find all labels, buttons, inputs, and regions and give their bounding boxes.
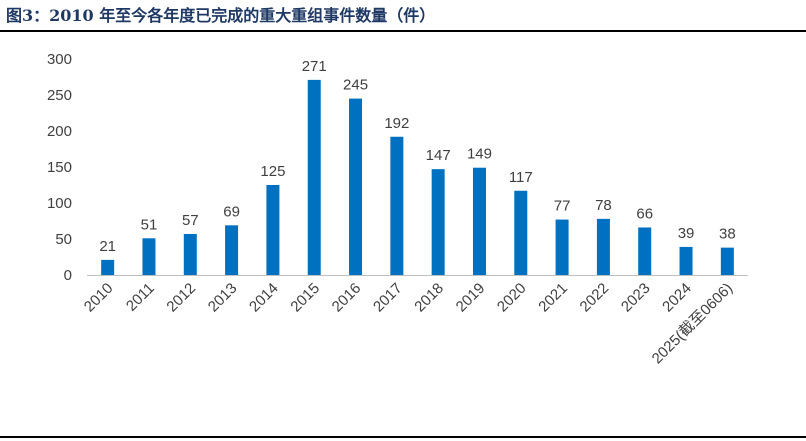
data-labels: 21 51 57 69 125 271 245 192 147 149 117 77 78 66 39 38	[99, 58, 735, 255]
x-tick-label: 2023	[618, 280, 654, 316]
x-tick-label: 2016	[329, 280, 365, 316]
data-label: 245	[343, 77, 368, 94]
bar	[720, 247, 734, 275]
bar	[555, 219, 569, 275]
bar	[596, 218, 610, 275]
bar	[679, 246, 693, 275]
x-tick-label: 2020	[494, 280, 530, 316]
x-tick-label: 2022	[577, 280, 613, 316]
top-rule	[0, 30, 806, 32]
bar	[472, 167, 486, 275]
x-tick-label: 2024	[659, 280, 695, 316]
bar	[307, 79, 321, 275]
data-label: 77	[554, 198, 571, 215]
y-tick-label: 250	[47, 87, 72, 104]
x-tick-label: 2011	[123, 280, 158, 315]
x-tick-label: 2017	[370, 280, 406, 316]
x-tick-label: 2015	[287, 280, 323, 316]
page-title: 图3：2010 年至今各年度已完成的重大重组事件数量（件）	[6, 6, 436, 25]
bar	[266, 185, 280, 275]
bars	[101, 79, 734, 275]
x-tick-label: 2013	[205, 280, 241, 316]
data-label: 38	[719, 226, 736, 243]
bar	[183, 233, 197, 275]
data-label: 117	[509, 169, 533, 186]
data-label: 78	[595, 197, 612, 214]
bar	[225, 225, 239, 275]
x-tick-label: 2019	[453, 280, 489, 316]
bar	[390, 136, 404, 275]
x-tick-label: 2010	[81, 280, 117, 316]
data-label: 192	[384, 115, 409, 132]
x-axis-ticks: 2010 2011 2012 2013 2014 2015 2016 2017 2018 2019…	[81, 280, 736, 367]
data-label: 69	[223, 203, 240, 220]
bottom-rule	[0, 436, 806, 438]
data-label: 39	[678, 225, 695, 242]
bar	[431, 169, 445, 275]
data-label: 51	[141, 216, 158, 233]
bar	[142, 238, 156, 275]
x-tick-label: 2012	[163, 280, 199, 316]
bar	[514, 190, 528, 275]
y-tick-label: 150	[47, 159, 72, 176]
y-tick-label: 0	[64, 267, 72, 284]
data-label: 149	[467, 146, 492, 163]
x-tick-label: 2021	[535, 280, 571, 316]
y-tick-label: 300	[47, 51, 72, 68]
data-label: 147	[426, 147, 451, 164]
y-tick-label: 100	[47, 195, 72, 212]
x-tick-label: 2014	[246, 280, 282, 316]
data-label: 21	[99, 238, 116, 255]
bar	[638, 227, 652, 275]
data-label: 57	[182, 212, 199, 229]
data-label: 66	[636, 205, 653, 222]
y-tick-label: 200	[47, 123, 72, 140]
bar	[349, 98, 363, 275]
data-label: 125	[260, 163, 285, 180]
y-tick-label: 50	[55, 231, 72, 248]
y-axis-ticks: 0 50 100 150 200 250 300	[47, 51, 72, 284]
x-tick-label: 2018	[411, 280, 447, 316]
bar	[101, 259, 115, 275]
data-label: 271	[302, 58, 327, 75]
